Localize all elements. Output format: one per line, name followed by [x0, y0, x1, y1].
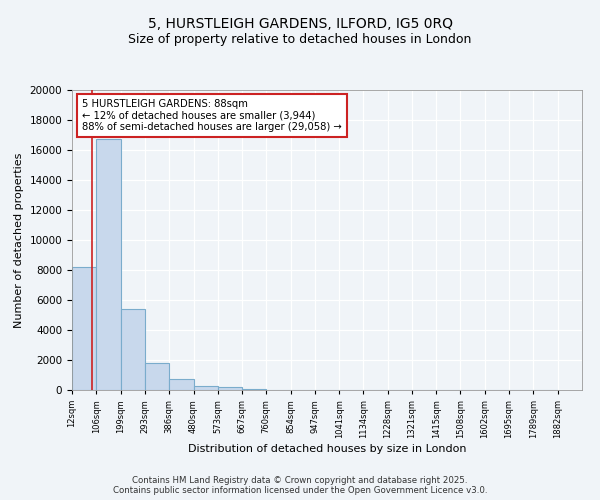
Bar	[72, 267, 97, 390]
Bar	[97, 140, 121, 390]
Text: Size of property relative to detached houses in London: Size of property relative to detached ho…	[128, 32, 472, 46]
Text: 5 HURSTLEIGH GARDENS: 88sqm
← 12% of detached houses are smaller (3,944)
88% of : 5 HURSTLEIGH GARDENS: 88sqm ← 12% of det…	[82, 99, 342, 132]
Bar	[194, 386, 218, 390]
Bar	[145, 363, 169, 390]
Bar	[121, 309, 145, 390]
Y-axis label: Number of detached properties: Number of detached properties	[14, 152, 24, 328]
X-axis label: Distribution of detached houses by size in London: Distribution of detached houses by size …	[188, 444, 466, 454]
Bar	[169, 379, 194, 390]
Bar	[218, 387, 242, 390]
Text: Contains HM Land Registry data © Crown copyright and database right 2025.
Contai: Contains HM Land Registry data © Crown c…	[113, 476, 487, 495]
Text: 5, HURSTLEIGH GARDENS, ILFORD, IG5 0RQ: 5, HURSTLEIGH GARDENS, ILFORD, IG5 0RQ	[148, 18, 452, 32]
Bar	[242, 388, 266, 390]
